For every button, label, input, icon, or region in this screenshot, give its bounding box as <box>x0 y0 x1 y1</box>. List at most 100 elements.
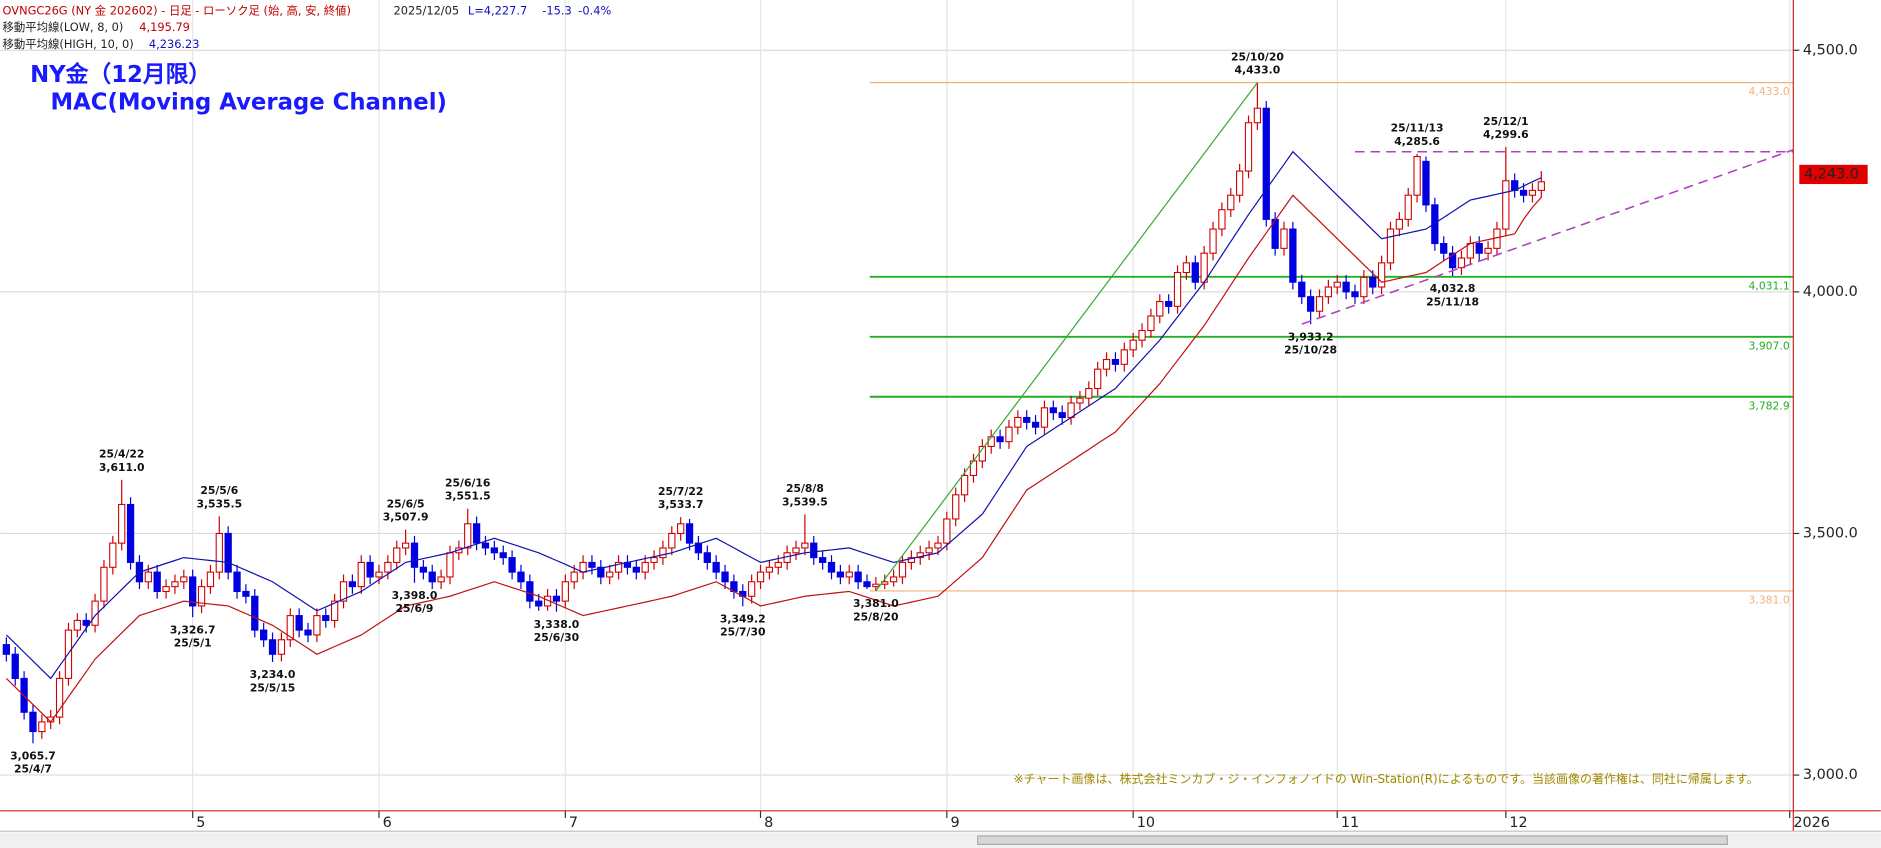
candle-body <box>1342 281 1350 293</box>
candle-body <box>189 576 197 607</box>
annotation-value: 4,299.6 <box>1483 128 1529 141</box>
level-label: 3,381.0 <box>1749 594 1790 607</box>
annotation-date: 25/8/20 <box>853 610 898 623</box>
annotation-date: 25/6/9 <box>396 602 434 615</box>
candle-body <box>384 561 392 573</box>
candle-body <box>1528 189 1537 196</box>
level-label: 4,433.0 <box>1749 85 1790 98</box>
legend-name: 移動平均線(HIGH, 10, 0) <box>3 37 134 51</box>
candle-body <box>614 561 623 573</box>
candle-body <box>1236 170 1244 196</box>
y-tick-label: 4,500.0 <box>1803 42 1858 58</box>
candle-body <box>606 571 614 578</box>
candle-body <box>1085 387 1093 399</box>
candle-body <box>348 581 357 588</box>
annotation-value: 3,381.0 <box>853 597 899 610</box>
candle-body <box>597 566 605 578</box>
candle-body <box>1404 194 1412 220</box>
candle-body <box>286 615 294 641</box>
candle-body <box>1502 180 1510 230</box>
annotation-date: 25/6/5 <box>387 497 425 510</box>
candle-body <box>1333 281 1341 288</box>
header-symbol: OVNGC26G (NY 金 202602) - 日足 - ローソク足 (始, … <box>3 3 351 17</box>
candle-body <box>712 561 720 573</box>
candle-body <box>872 583 880 588</box>
candle-body <box>1218 209 1226 230</box>
candle-body <box>1360 276 1368 298</box>
annotation-date: 25/10/28 <box>1284 344 1337 357</box>
x-tick-label: 9 <box>950 815 959 831</box>
candle-body <box>29 711 37 733</box>
moving-average-line <box>5 150 1542 680</box>
candle-body <box>499 552 507 559</box>
level-label: 3,782.9 <box>1749 399 1790 412</box>
candle-body <box>1111 358 1120 365</box>
annotation-date: 25/5/6 <box>200 484 238 497</box>
annotation-value: 3,065.7 <box>10 750 56 763</box>
lines <box>5 82 1794 723</box>
annotation-value: 3,535.5 <box>196 497 242 510</box>
candle-body <box>1351 291 1359 298</box>
candle-body <box>889 576 898 583</box>
candle-body <box>827 561 836 573</box>
candle-body <box>162 586 170 592</box>
last-price-label: 4,243.0 <box>1804 166 1859 182</box>
candle-body <box>109 542 117 568</box>
candle-body <box>1129 339 1137 351</box>
candle-body <box>1227 194 1235 211</box>
candle-body <box>401 542 410 549</box>
x-tick-label: 5 <box>196 815 205 831</box>
candle-body <box>330 600 339 621</box>
header-change-pct: -0.4% <box>578 3 611 17</box>
annotation-value: 3,533.7 <box>658 498 704 511</box>
candle-body <box>845 571 853 578</box>
candle-body <box>854 571 862 583</box>
candle-body <box>1377 262 1386 288</box>
candle-body <box>650 557 658 563</box>
candle-body <box>322 615 330 621</box>
candle-body <box>206 571 215 588</box>
candle-body <box>1156 300 1164 317</box>
candle-body <box>1466 242 1474 259</box>
candle-body <box>1448 252 1457 269</box>
candle-body <box>535 600 543 607</box>
candle-body <box>490 547 498 554</box>
candle-body <box>126 503 135 563</box>
candle-body <box>836 571 845 578</box>
candle-body <box>224 532 232 573</box>
candle-body <box>685 523 694 544</box>
candle-body <box>960 474 969 496</box>
candle-body <box>1076 397 1084 404</box>
candle-body <box>1094 368 1102 390</box>
candle-body <box>277 639 286 655</box>
candle-body <box>1182 262 1191 274</box>
candle-body <box>792 547 800 554</box>
grid <box>0 0 1794 811</box>
scrollbar-thumb[interactable] <box>977 835 1728 846</box>
candle-body <box>419 566 428 573</box>
annotation-date: 25/5/1 <box>174 637 212 650</box>
candle-body <box>393 547 401 563</box>
candle-body <box>694 542 703 554</box>
candle-body <box>1395 218 1403 230</box>
candle-body <box>2 644 10 655</box>
y-tick-label: 3,500.0 <box>1803 525 1858 541</box>
annotation-date: 25/11/13 <box>1391 122 1444 135</box>
candle-body <box>561 581 569 602</box>
levels: 4,433.0 4,031.1 3,907.0 3,782.9 3,381.0 <box>869 82 1794 607</box>
annotation-value: 3,933.2 <box>1288 330 1334 343</box>
header-change: -15.3 <box>542 3 571 17</box>
candle-body <box>659 547 667 559</box>
candle-body <box>100 566 108 602</box>
annotation-value: 3,398.0 <box>392 589 438 602</box>
candle-body <box>1475 242 1483 254</box>
candle-body <box>552 595 561 602</box>
candle-body <box>366 561 374 578</box>
candle-body <box>1067 402 1075 419</box>
candle-body <box>570 571 578 583</box>
annotation-value: 3,551.5 <box>445 490 491 503</box>
candle-body <box>339 581 348 602</box>
candle-body <box>242 590 250 597</box>
candle-body <box>357 561 365 588</box>
candle-body <box>765 566 774 573</box>
